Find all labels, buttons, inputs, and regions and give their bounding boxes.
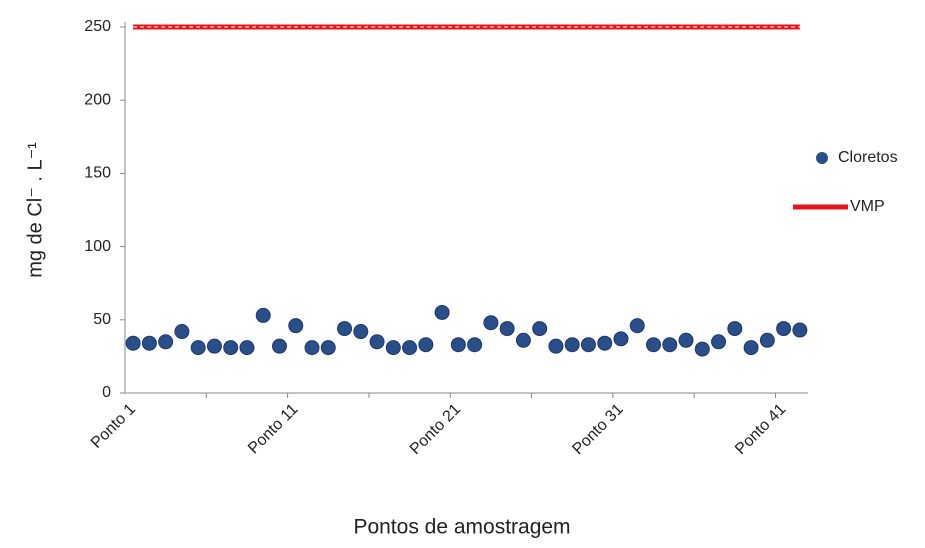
point bbox=[158, 334, 174, 350]
y-axis-title: mg de Cl⁻ . L⁻¹ bbox=[24, 142, 46, 278]
y-tick-label: 100 bbox=[84, 238, 111, 255]
point bbox=[792, 322, 808, 338]
point bbox=[385, 340, 401, 356]
point bbox=[320, 340, 336, 356]
point bbox=[467, 337, 483, 353]
x-tick-label: Ponto 21 bbox=[407, 401, 464, 458]
point bbox=[190, 340, 206, 356]
x-tick-label: Ponto 1 bbox=[88, 401, 139, 452]
point bbox=[369, 334, 385, 350]
y-tick-label: 150 bbox=[84, 165, 111, 182]
point bbox=[223, 340, 239, 356]
point bbox=[678, 332, 694, 348]
x-tick-label: Ponto 41 bbox=[732, 401, 789, 458]
point bbox=[776, 321, 792, 337]
point bbox=[337, 321, 353, 337]
y-tick-label: 200 bbox=[84, 91, 111, 108]
point bbox=[125, 335, 141, 351]
point bbox=[694, 341, 710, 357]
x-axis-title: Pontos de amostragem bbox=[353, 516, 570, 539]
point bbox=[450, 337, 466, 353]
point bbox=[141, 335, 157, 351]
point bbox=[532, 321, 548, 337]
legend-swatch bbox=[816, 152, 828, 164]
point bbox=[646, 337, 662, 353]
y-tick-label: 0 bbox=[102, 384, 111, 401]
point bbox=[174, 324, 190, 340]
point bbox=[580, 337, 596, 353]
point bbox=[304, 340, 320, 356]
point bbox=[239, 340, 255, 356]
point bbox=[629, 318, 645, 334]
point bbox=[402, 340, 418, 356]
y-tick-label: 250 bbox=[84, 18, 111, 35]
point bbox=[548, 338, 564, 354]
legend-label: VMP bbox=[850, 198, 885, 215]
y-tick-label: 50 bbox=[93, 311, 111, 328]
point bbox=[288, 318, 304, 334]
point bbox=[613, 331, 629, 347]
point bbox=[564, 337, 580, 353]
point bbox=[418, 337, 434, 353]
point bbox=[483, 315, 499, 331]
x-tick-label: Ponto 31 bbox=[569, 401, 626, 458]
point bbox=[711, 334, 727, 350]
point bbox=[743, 340, 759, 356]
point bbox=[759, 332, 775, 348]
point bbox=[662, 337, 678, 353]
x-tick-label: Ponto 11 bbox=[245, 401, 302, 458]
legend-label: Cloretos bbox=[838, 149, 898, 166]
point bbox=[499, 321, 515, 337]
point bbox=[206, 338, 222, 354]
point bbox=[597, 335, 613, 351]
point bbox=[515, 332, 531, 348]
point bbox=[434, 304, 450, 320]
point bbox=[255, 307, 271, 323]
point bbox=[353, 324, 369, 340]
point bbox=[271, 338, 287, 354]
point bbox=[727, 321, 743, 337]
